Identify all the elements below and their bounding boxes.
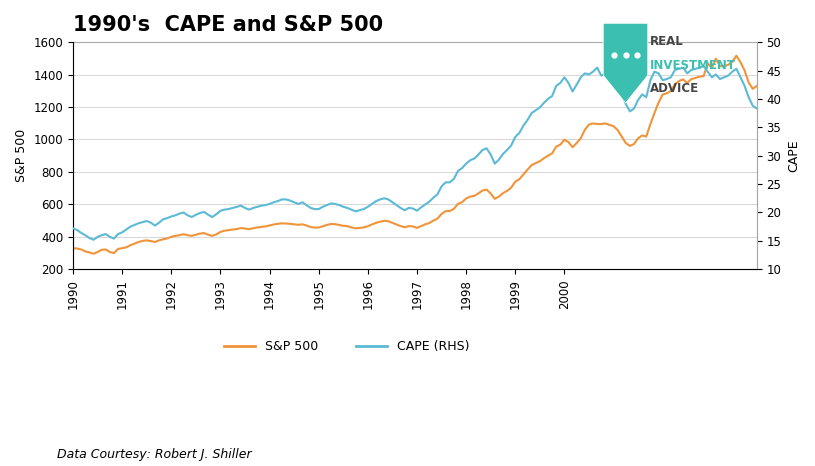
Text: ADVICE: ADVICE <box>650 82 699 95</box>
Text: REAL: REAL <box>650 35 684 48</box>
Text: Data Courtesy: Robert J. Shiller: Data Courtesy: Robert J. Shiller <box>57 448 252 461</box>
Text: 1990's  CAPE and S&P 500: 1990's CAPE and S&P 500 <box>73 15 383 35</box>
Legend: S&P 500, CAPE (RHS): S&P 500, CAPE (RHS) <box>218 336 474 358</box>
Text: INVESTMENT: INVESTMENT <box>650 59 737 72</box>
Y-axis label: S&P 500: S&P 500 <box>15 129 28 182</box>
Polygon shape <box>603 23 648 103</box>
Y-axis label: CAPE: CAPE <box>787 139 800 172</box>
